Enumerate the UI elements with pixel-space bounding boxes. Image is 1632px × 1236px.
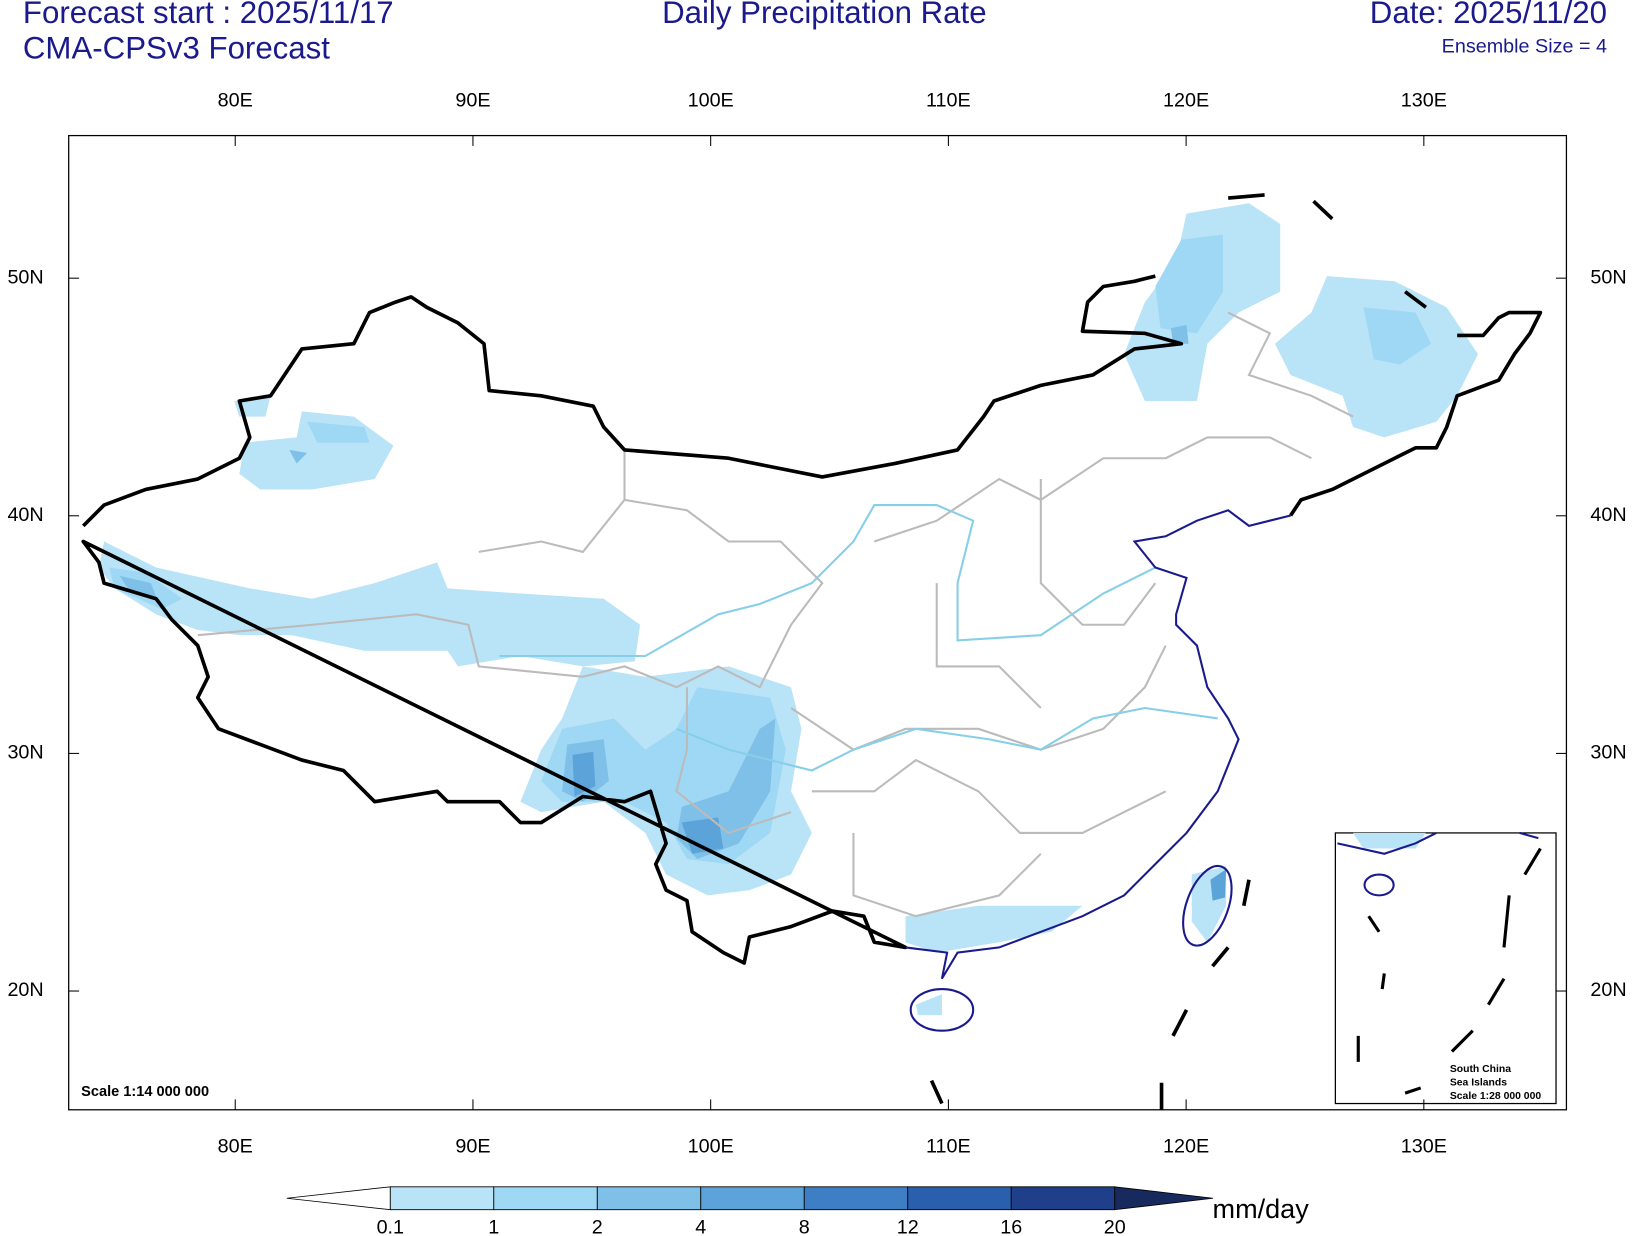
colorbar-box (1010, 1186, 1116, 1211)
inset-precip (1353, 832, 1426, 849)
ensemble-size: Ensemble Size = 4 (1442, 35, 1607, 57)
colorbar-box (493, 1186, 598, 1211)
colorbar-box (803, 1186, 909, 1211)
colorbar-label: 8 (799, 1217, 810, 1236)
inset-frame (1334, 832, 1557, 1105)
lon-label: 120E (1163, 89, 1209, 111)
national-border (81, 193, 1543, 965)
title: Daily Precipitation Rate (662, 0, 986, 30)
inset-label: Scale 1:28 000 000 (1450, 1091, 1542, 1102)
colorbar-unit: mm/day (1213, 1194, 1310, 1224)
colorbar-box (1114, 1186, 1214, 1211)
coastline (905, 509, 1291, 980)
lat-label: 50N (7, 266, 43, 288)
lon-label: 110E (926, 89, 971, 111)
inset-label: Sea Islands (1450, 1077, 1507, 1088)
province-borders (197, 311, 1354, 918)
colorbar-label: 16 (1000, 1217, 1022, 1236)
lon-label: 90E (455, 1135, 490, 1157)
lon-label: 130E (1401, 89, 1447, 111)
colorbar-label: 0.1 (377, 1217, 404, 1236)
colorbar-label: 2 (592, 1217, 603, 1236)
inset-coast (1337, 831, 1539, 855)
lat-label: 40N (7, 504, 43, 526)
lon-label: 110E (926, 1135, 971, 1157)
inset-label: South China (1450, 1064, 1511, 1075)
colorbar-label: 20 (1104, 1217, 1126, 1236)
lon-label: 100E (688, 1135, 734, 1157)
lat-label: 20N (7, 979, 43, 1001)
inset: South China Sea Islands Scale 1:28 000 0… (1334, 831, 1557, 1105)
inset-dashed-boundary (1356, 847, 1542, 1095)
lat-label: 20N (1590, 979, 1626, 1001)
rivers (499, 504, 1218, 772)
colorbar-box (596, 1186, 702, 1211)
forecast-start: Forecast start : 2025/11/17 (23, 0, 394, 30)
lat-label: 50N (1590, 266, 1626, 288)
lon-label: 120E (1163, 1135, 1209, 1157)
date: Date: 2025/11/20 (1370, 0, 1607, 30)
colorbar-label: 1 (488, 1217, 499, 1236)
colorbar-box (286, 1186, 391, 1211)
colorbar-box (389, 1186, 495, 1211)
colorbar-label: 12 (897, 1217, 919, 1236)
dynamic: 80E 80E 90E 90E 100E 100E 110E 110E 120E 120E 130E… (7, 89, 1626, 1236)
dashed-boundary (929, 879, 1251, 1110)
model-name: CMA-CPSv3 Forecast (23, 30, 330, 65)
lon-label: 80E (218, 1135, 253, 1157)
lat-label: 30N (1590, 742, 1626, 764)
lat-label: 40N (1590, 504, 1626, 526)
colorbar-box (700, 1186, 805, 1211)
lon-label: 100E (688, 89, 734, 111)
precip-field (98, 203, 1478, 1016)
colorbar-box (907, 1186, 1012, 1211)
lon-label: 80E (218, 89, 253, 111)
lon-label: 130E (1401, 1135, 1447, 1157)
map-scale: Scale 1:14 000 000 (81, 1084, 209, 1100)
lon-label: 90E (455, 89, 490, 111)
taiwan (1182, 864, 1233, 947)
hainan (909, 988, 975, 1032)
colorbar-label: 4 (695, 1217, 706, 1236)
lat-label: 30N (7, 742, 43, 764)
inset-hainan (1363, 873, 1395, 897)
